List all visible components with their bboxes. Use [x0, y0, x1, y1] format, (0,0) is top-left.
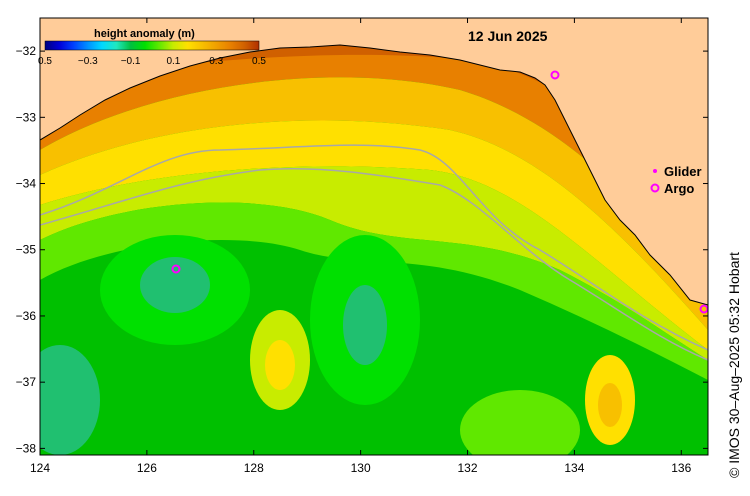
colorbar-tick-label: −0.3 — [78, 56, 98, 67]
colorbar-tick-label: −0.1 — [121, 56, 141, 67]
bathymetry-contour — [40, 167, 708, 361]
legend-label-glider: Glider — [664, 164, 702, 179]
y-tick-label: −38 — [16, 441, 37, 455]
y-tick-label: −35 — [16, 243, 37, 257]
y-tick-label: −32 — [16, 44, 37, 58]
colorbar-bar — [44, 40, 260, 51]
map-date: 12 Jun 2025 — [468, 28, 548, 44]
x-tick-label: 132 — [458, 461, 478, 475]
colorbar-tick-label: 0.5 — [252, 56, 266, 67]
x-axis: 124 126 128 130 132 134 136 — [30, 18, 692, 475]
colorbar-tick-label: 0.3 — [209, 56, 223, 67]
y-tick-label: −37 — [16, 375, 37, 389]
x-tick-label: 136 — [671, 461, 691, 475]
x-tick-label: 130 — [351, 461, 371, 475]
plot-frame — [39, 17, 709, 456]
y-axis: −32 −33 −34 −35 −36 −37 −38 — [16, 44, 708, 455]
y-tick-label: −33 — [16, 110, 37, 124]
x-tick-label: 128 — [244, 461, 264, 475]
colorbar-ticks: 0.5 −0.3 −0.1 0.1 0.3 0.5 — [38, 56, 266, 67]
glider-legend-icon — [653, 169, 657, 173]
credit-text: © IMOS 30–Aug–2025 05:32 Hobart — [726, 252, 742, 478]
colorbar-tick-label: 0.1 — [166, 56, 180, 67]
y-tick-label: −34 — [16, 177, 37, 191]
legend: Glider Argo — [650, 164, 702, 196]
x-tick-label: 134 — [564, 461, 584, 475]
bathymetry-contour — [40, 144, 708, 351]
colorbar-tick-label: 0.5 — [38, 56, 52, 67]
argo-legend-icon — [650, 183, 660, 193]
y-tick-label: −36 — [16, 309, 37, 323]
x-tick-label: 124 — [30, 461, 50, 475]
x-tick-label: 126 — [137, 461, 157, 475]
colorbar-title: height anomaly (m) — [94, 28, 195, 40]
legend-label-argo: Argo — [664, 181, 694, 196]
plot-area — [40, 18, 708, 455]
colorbar: height anomaly (m) 0.5 −0.3 −0.1 0.1 0.3 0.5 — [38, 28, 266, 67]
